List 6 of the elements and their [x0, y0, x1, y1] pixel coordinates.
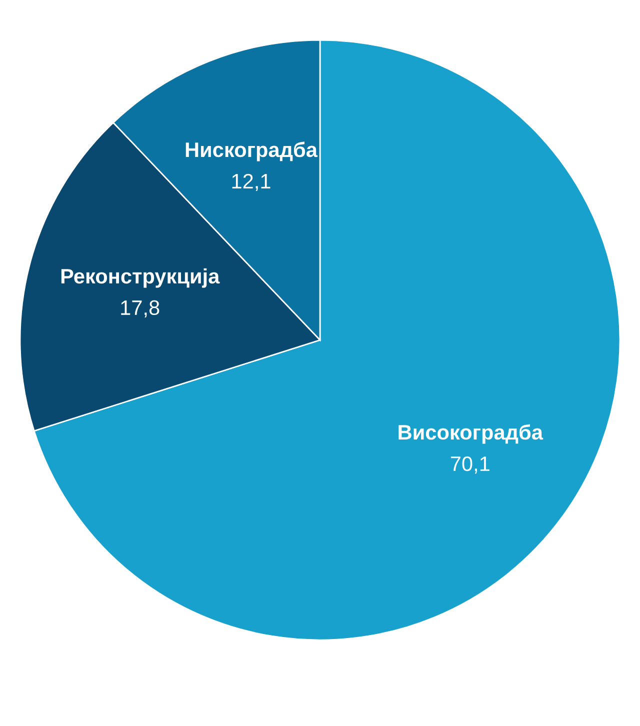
data-label: 70,1: [450, 456, 490, 474]
slice-label: Реконструкција: [61, 268, 220, 288]
slice-label: Нискоградба: [186, 142, 318, 162]
slice-label: Високоградба: [398, 424, 544, 444]
data-label: 12,1: [232, 174, 270, 192]
data-label: 17,8: [121, 300, 160, 318]
